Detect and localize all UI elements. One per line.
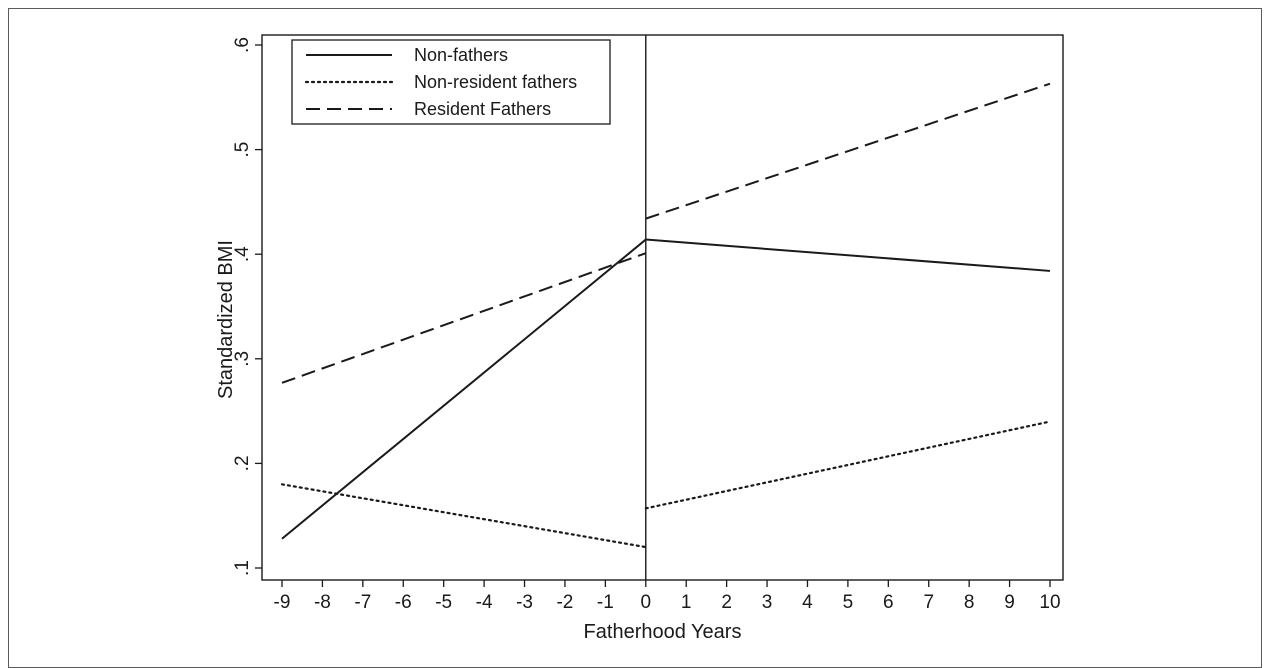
x-tick-label: 4 <box>802 592 813 613</box>
y-tick-label: .6 <box>232 37 253 53</box>
series-non-resident-fathers <box>280 420 1052 549</box>
series-line-segment <box>644 420 1052 510</box>
series-line-segment <box>645 82 1051 220</box>
x-tick-label: 3 <box>762 592 773 613</box>
series-line-segment <box>280 483 647 549</box>
series-non-fathers <box>281 238 1051 540</box>
y-axis-title: Standardized BMI <box>215 240 237 399</box>
x-tick-label: -5 <box>435 592 452 613</box>
y-tick-label: .1 <box>232 560 253 576</box>
series-line-segment <box>645 238 1051 272</box>
x-tick-label: -2 <box>556 592 573 613</box>
plot-area <box>261 34 1064 581</box>
series-resident-fathers <box>281 82 1051 384</box>
legend: Non-fathers Non-resident fathers Resident … <box>291 39 611 125</box>
series-line-segment <box>281 238 647 540</box>
x-tick-label: 5 <box>843 592 854 613</box>
x-tick-label: -6 <box>395 592 412 613</box>
legend-label: Resident Fathers <box>414 99 551 119</box>
x-tick-label: -9 <box>274 592 291 613</box>
x-axis-title: Fatherhood Years <box>584 621 742 643</box>
y-axis: .1 .2 .3 .4 .5 .6 <box>232 37 262 576</box>
x-tick-label: -1 <box>597 592 614 613</box>
x-tick-label: 1 <box>681 592 692 613</box>
series-line-segment <box>281 252 647 384</box>
x-tick-label: 7 <box>923 592 934 613</box>
legend-label: Non-fathers <box>414 45 508 65</box>
x-tick-label: -7 <box>354 592 371 613</box>
plot-border <box>261 34 1064 581</box>
x-tick-label: 0 <box>641 592 652 613</box>
x-axis: -9 -8 -7 -6 -5 -4 -3 -2 -1 0 1 2 3 4 5 6 7 8 9 10 <box>274 580 1061 613</box>
x-tick-label: 9 <box>1004 592 1015 613</box>
y-tick-label: .4 <box>232 246 253 262</box>
y-tick-label: .5 <box>232 142 253 158</box>
y-tick-label: .3 <box>232 351 253 367</box>
x-tick-label: 10 <box>1039 592 1060 613</box>
x-tick-label: 6 <box>883 592 894 613</box>
series-layer <box>280 82 1052 549</box>
x-tick-label: -8 <box>314 592 331 613</box>
x-tick-label: 2 <box>721 592 732 613</box>
x-tick-label: -4 <box>476 592 493 613</box>
x-tick-label: 8 <box>964 592 975 613</box>
legend-label: Non-resident fathers <box>414 72 577 92</box>
x-tick-label: -3 <box>516 592 533 613</box>
y-tick-label: .2 <box>232 455 253 471</box>
